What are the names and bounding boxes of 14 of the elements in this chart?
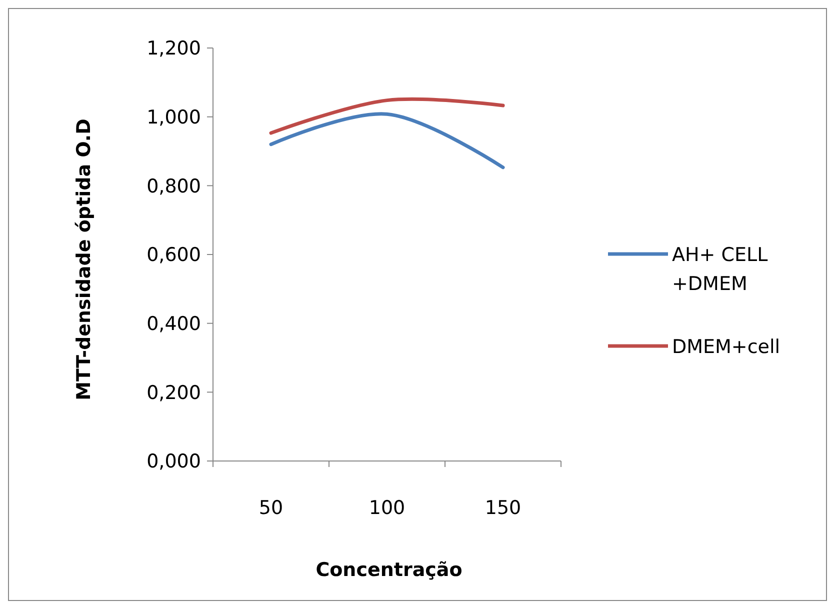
y-tick-label: 1,200	[146, 38, 201, 60]
y-tick-label: 0,800	[146, 175, 201, 198]
y-tick-label: 0,200	[146, 382, 201, 404]
x-tick-label: 100	[368, 497, 406, 519]
y-tick-label: 0,000	[146, 450, 201, 473]
y-tick-label: 1,000	[146, 106, 201, 128]
x-axis-title: Concentração	[316, 559, 462, 581]
y-axis-title: MTT-densidade óptida O.D	[73, 118, 95, 400]
y-tick-label: 0,600	[146, 244, 201, 266]
legend-label: AH+ CELL +DMEM	[672, 244, 768, 295]
y-tick-label: 0,400	[146, 312, 201, 335]
legend-label: DMEM+cell	[672, 336, 780, 358]
x-tick-label: 50	[258, 497, 284, 519]
x-tick-label: 150	[484, 497, 522, 519]
